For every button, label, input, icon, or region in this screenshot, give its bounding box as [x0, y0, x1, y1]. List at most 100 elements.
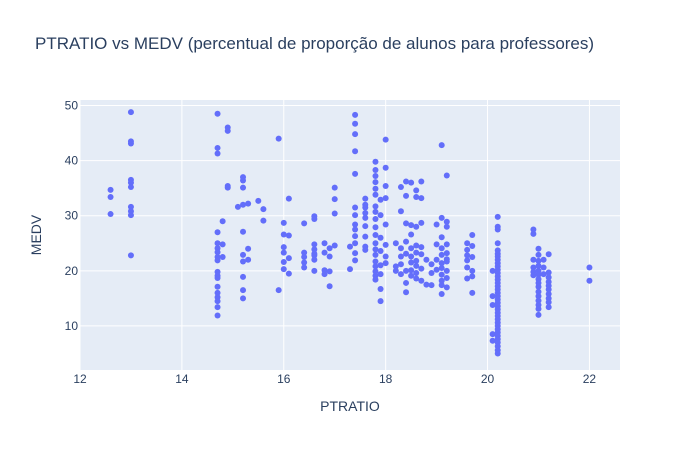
data-point — [413, 257, 420, 264]
data-point — [311, 256, 318, 263]
data-point — [362, 214, 369, 221]
data-point — [377, 286, 384, 292]
data-point — [214, 298, 221, 305]
data-point — [469, 232, 476, 238]
data-point — [280, 219, 287, 226]
x-tick-label: 20 — [481, 372, 495, 386]
data-point — [352, 212, 359, 219]
data-point — [372, 276, 379, 283]
data-point — [372, 246, 379, 253]
data-point — [443, 250, 450, 257]
data-point — [535, 262, 542, 269]
data-point — [443, 258, 450, 265]
y-axis-title: MEDV — [28, 214, 44, 255]
data-point — [234, 203, 241, 210]
data-point — [397, 253, 404, 260]
data-point — [372, 232, 379, 238]
data-point — [530, 230, 537, 237]
data-point — [214, 229, 221, 236]
data-point — [362, 246, 369, 253]
y-tick-label: 30 — [65, 209, 79, 223]
data-point — [403, 289, 410, 296]
data-point — [107, 186, 114, 193]
data-point — [372, 240, 379, 247]
data-point — [382, 136, 389, 143]
data-point — [352, 226, 359, 233]
data-point — [535, 293, 542, 300]
data-point — [311, 252, 318, 259]
data-point — [240, 258, 247, 265]
data-point — [301, 220, 308, 227]
data-point — [352, 233, 359, 240]
data-point — [347, 243, 353, 250]
data-point — [443, 284, 450, 291]
data-point — [443, 267, 450, 274]
data-point — [311, 267, 318, 274]
y-tick-label: 40 — [65, 154, 79, 168]
data-point — [352, 240, 359, 247]
x-tick-label: 22 — [583, 372, 597, 386]
data-point — [433, 241, 440, 248]
data-point — [275, 135, 282, 142]
data-point — [443, 241, 450, 248]
data-point — [275, 287, 282, 294]
data-point — [535, 283, 542, 290]
data-point — [352, 257, 359, 264]
data-point — [214, 240, 221, 247]
data-point — [397, 208, 404, 215]
data-point — [443, 223, 450, 230]
data-point — [285, 232, 292, 239]
data-point — [408, 231, 415, 238]
data-point — [377, 196, 384, 203]
data-point — [372, 263, 379, 270]
data-point — [489, 301, 496, 308]
x-tick-label: 14 — [175, 372, 189, 386]
data-point — [403, 279, 410, 286]
data-point — [301, 259, 308, 266]
data-point — [469, 273, 476, 280]
data-point — [377, 298, 384, 305]
data-point — [397, 271, 404, 278]
data-point — [540, 271, 547, 278]
data-point — [403, 178, 410, 185]
data-point — [240, 273, 247, 280]
data-point — [372, 166, 379, 173]
data-point — [530, 272, 537, 279]
data-point — [377, 212, 384, 219]
data-point — [418, 277, 425, 284]
data-point — [443, 218, 450, 225]
data-point — [372, 203, 379, 210]
data-point — [535, 257, 542, 264]
data-point — [540, 264, 547, 271]
data-point — [240, 251, 247, 258]
data-point — [438, 142, 445, 149]
data-point — [535, 271, 542, 278]
data-point — [377, 262, 384, 269]
data-point — [362, 204, 369, 211]
data-point — [240, 287, 247, 294]
data-point — [494, 213, 501, 220]
data-point — [545, 274, 552, 281]
data-point — [494, 226, 501, 233]
data-point — [413, 249, 420, 256]
data-point — [372, 208, 379, 215]
data-point — [408, 245, 415, 252]
data-point — [245, 245, 252, 252]
data-point — [418, 265, 425, 272]
data-point — [372, 158, 379, 165]
data-point — [413, 193, 420, 200]
data-point — [372, 224, 379, 231]
data-point — [586, 277, 593, 284]
data-point — [311, 241, 318, 248]
data-point — [530, 256, 537, 263]
data-point — [372, 258, 379, 265]
x-tick-label: 18 — [379, 372, 393, 386]
data-point — [535, 305, 542, 312]
data-point — [352, 204, 359, 211]
data-point — [530, 264, 537, 271]
data-point — [382, 221, 389, 228]
data-point — [219, 241, 226, 248]
data-point — [413, 262, 420, 269]
data-point — [331, 210, 338, 217]
